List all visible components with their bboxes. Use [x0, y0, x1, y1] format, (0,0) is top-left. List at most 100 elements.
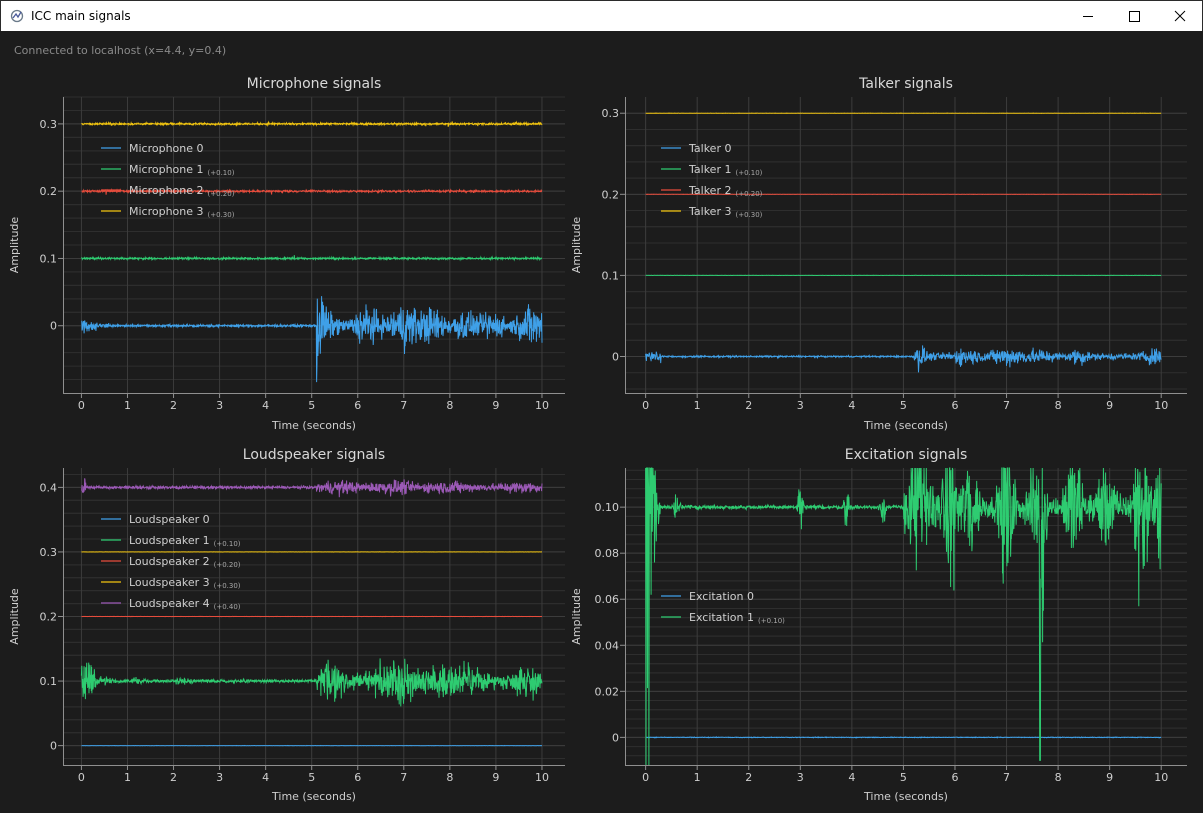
y-tick-label: 0 [50, 740, 57, 753]
legend-entry: Talker 2 (+0.20) [688, 184, 763, 198]
maximize-button[interactable] [1111, 1, 1157, 31]
chart-1: 0 1 2 3 4 5 6 7 8 9 10 0 0.1 0.2 0.3 Microphone signals… [8, 76, 565, 432]
minimize-icon [1083, 16, 1093, 17]
x-tick-label: 10 [535, 771, 549, 784]
app-icon [10, 9, 24, 23]
x-tick-label: 0 [78, 771, 85, 784]
legend-entry: Microphone 0 [129, 142, 204, 155]
chart-title: Excitation signals [845, 447, 968, 463]
minimize-button[interactable] [1065, 1, 1111, 31]
x-tick-label: 4 [262, 771, 269, 784]
series-line-talker-0 [645, 345, 1162, 373]
x-tick-label: 3 [216, 771, 223, 784]
y-tick-label: 0.08 [595, 547, 620, 560]
legend-entry: Excitation 1 (+0.10) [689, 611, 785, 625]
x-tick-label: 10 [535, 399, 549, 412]
chart-title: Microphone signals [247, 76, 382, 92]
legend-entry: Loudspeaker 2 (+0.20) [129, 555, 241, 569]
x-tick-label: 10 [1154, 399, 1168, 412]
x-axis-label: Time (seconds) [863, 419, 948, 432]
series-line-microphone-3 [81, 120, 543, 127]
x-axis-label: Time (seconds) [863, 790, 948, 803]
x-tick-label: 8 [1055, 771, 1062, 784]
window-title: ICC main signals [31, 9, 131, 23]
y-tick-label: 0.04 [595, 639, 620, 652]
x-tick-label: 3 [797, 771, 804, 784]
close-icon [1174, 10, 1186, 22]
x-tick-label: 8 [446, 771, 453, 784]
x-tick-label: 2 [745, 771, 752, 784]
x-tick-label: 6 [354, 771, 361, 784]
y-tick-label: 0.3 [602, 107, 620, 120]
x-tick-label: 0 [642, 399, 649, 412]
x-tick-label: 10 [1154, 771, 1168, 784]
x-tick-label: 1 [124, 399, 131, 412]
maximize-icon [1129, 11, 1140, 22]
x-tick-label: 6 [951, 399, 958, 412]
y-tick-label: 0 [50, 320, 57, 333]
series-line-excitation-1 [645, 467, 1162, 766]
legend-entry: Microphone 1 (+0.10) [129, 163, 235, 177]
x-tick-label: 7 [1003, 399, 1010, 412]
x-tick-label: 5 [308, 771, 315, 784]
legend-entry: Talker 3 (+0.30) [688, 205, 763, 219]
x-tick-label: 2 [170, 771, 177, 784]
x-tick-label: 7 [1003, 771, 1010, 784]
x-tick-label: 6 [951, 771, 958, 784]
x-tick-label: 6 [354, 399, 361, 412]
series-line-loudspeaker-1 [80, 658, 543, 707]
y-tick-label: 0.02 [595, 685, 620, 698]
series-line-loudspeaker-4 [81, 478, 543, 498]
x-tick-label: 3 [797, 399, 804, 412]
y-tick-label: 0 [612, 351, 619, 364]
y-tick-label: 0.2 [602, 188, 620, 201]
x-tick-label: 9 [492, 399, 499, 412]
y-tick-label: 0.1 [602, 269, 620, 282]
series-line-microphone-0 [81, 296, 543, 383]
legend-entry: Loudspeaker 4 (+0.40) [129, 597, 241, 611]
y-tick-label: 0.3 [40, 118, 58, 131]
y-tick-label: 0 [612, 731, 619, 744]
chart-2: 0 1 2 3 4 5 6 7 8 9 10 0 0.1 0.2 0.3 Talker signals Time… [570, 76, 1187, 432]
legend-entry: Microphone 3 (+0.30) [129, 205, 235, 219]
x-tick-label: 1 [694, 771, 701, 784]
title-bar: ICC main signals [0, 0, 1203, 31]
x-axis-label: Time (seconds) [271, 790, 356, 803]
y-axis-label: Amplitude [8, 588, 21, 645]
y-axis-label: Amplitude [8, 217, 21, 274]
y-tick-label: 0.1 [40, 252, 58, 265]
legend-entry: Talker 0 [688, 142, 731, 155]
chart-title: Talker signals [858, 76, 953, 92]
x-tick-label: 4 [848, 399, 855, 412]
x-tick-label: 9 [1106, 399, 1113, 412]
x-tick-label: 0 [78, 399, 85, 412]
close-button[interactable] [1157, 1, 1203, 31]
x-tick-label: 5 [308, 399, 315, 412]
series-line-microphone-1 [81, 255, 543, 262]
x-tick-label: 8 [1055, 399, 1062, 412]
x-tick-label: 2 [170, 399, 177, 412]
x-tick-label: 1 [694, 399, 701, 412]
legend-entry: Loudspeaker 1 (+0.10) [129, 534, 241, 548]
x-tick-label: 7 [400, 399, 407, 412]
x-tick-label: 4 [262, 399, 269, 412]
x-tick-label: 0 [642, 771, 649, 784]
x-tick-label: 5 [900, 771, 907, 784]
connection-status: Connected to localhost (x=4.4, y=0.4) [14, 44, 227, 57]
y-tick-label: 0.2 [40, 185, 58, 198]
series-line-microphone-2 [81, 188, 543, 195]
series-line-excitation-0 [645, 736, 1162, 739]
y-axis-label: Amplitude [570, 217, 583, 274]
x-tick-label: 8 [446, 399, 453, 412]
x-tick-label: 9 [1106, 771, 1113, 784]
legend-entry: Talker 1 (+0.10) [688, 163, 763, 177]
legend-entry: Loudspeaker 0 [129, 513, 210, 526]
x-tick-label: 3 [216, 399, 223, 412]
legend-entry: Microphone 2 (+0.20) [129, 184, 235, 198]
x-tick-label: 7 [400, 771, 407, 784]
x-tick-label: 9 [492, 771, 499, 784]
x-tick-label: 2 [745, 399, 752, 412]
x-tick-label: 5 [900, 399, 907, 412]
legend-entry: Excitation 0 [689, 590, 754, 603]
x-axis-label: Time (seconds) [271, 419, 356, 432]
